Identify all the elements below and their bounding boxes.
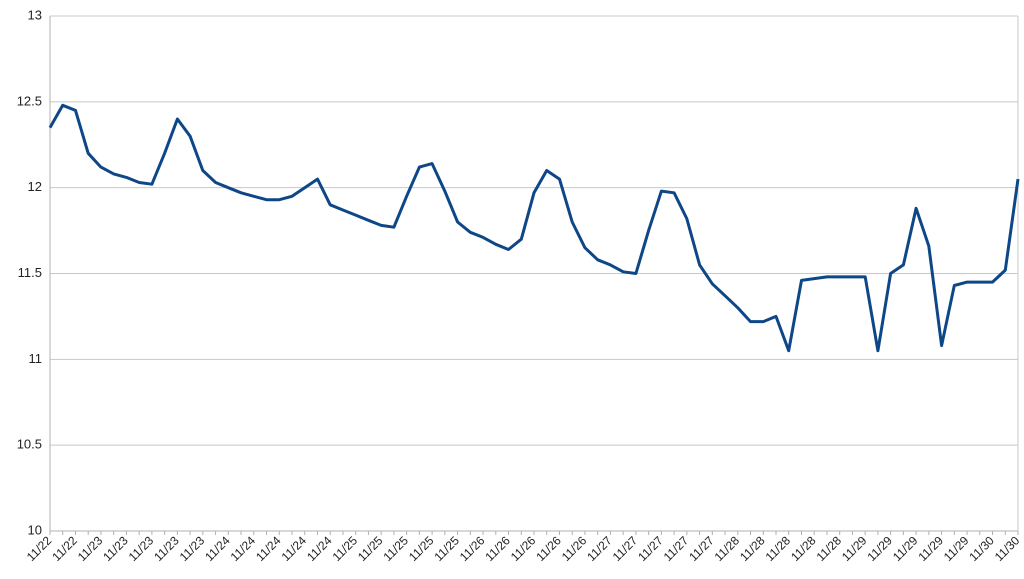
x-tick-label: 11/27 [661, 533, 692, 564]
x-tick-label: 11/26 [457, 533, 488, 564]
x-tick-label: 11/24 [253, 533, 284, 564]
x-tick-label: 11/28 [712, 533, 743, 564]
x-tick-label: 11/29 [890, 533, 921, 564]
x-tick-label: 11/27 [635, 533, 666, 564]
x-tick-label: 11/24 [202, 533, 233, 564]
x-tick-label: 11/26 [482, 533, 513, 564]
x-tick-label: 11/25 [330, 533, 361, 564]
x-tick-label: 11/26 [508, 533, 539, 564]
x-tick-label: 11/26 [533, 533, 564, 564]
x-tick-label: 11/24 [279, 533, 310, 564]
x-tick-label: 11/26 [559, 533, 590, 564]
x-tick-label: 11/28 [763, 533, 794, 564]
x-tick-label: 11/29 [941, 533, 972, 564]
x-tick-label: 11/25 [355, 533, 386, 564]
x-tick-label: 11/30 [992, 533, 1023, 564]
y-tick-label: 11 [29, 351, 43, 366]
x-tick-label: 11/30 [966, 533, 997, 564]
y-tick-label: 12 [28, 179, 42, 194]
x-tick-label: 11/28 [788, 533, 819, 564]
y-tick-label: 10.5 [17, 437, 42, 452]
y-tick-label: 13 [28, 7, 42, 22]
x-tick-label: 11/24 [228, 533, 259, 564]
x-tick-label: 11/23 [126, 533, 157, 564]
data-line [48, 103, 1020, 353]
x-tick-label: 11/28 [814, 533, 845, 564]
x-tick-label: 11/28 [737, 533, 768, 564]
x-tick-label: 11/29 [915, 533, 946, 564]
x-tick-label: 11/23 [75, 533, 106, 564]
x-tick-label: 11/22 [24, 533, 55, 564]
x-tick-label: 11/22 [49, 533, 80, 564]
x-tick-label: 11/29 [864, 533, 895, 564]
x-tick-label: 11/25 [380, 533, 411, 564]
x-tick-label: 11/23 [177, 533, 208, 564]
y-tick-label: 10 [28, 522, 42, 537]
x-tick-label: 11/24 [304, 533, 335, 564]
y-tick-label: 12.5 [17, 93, 42, 108]
y-tick-label: 11.5 [18, 265, 42, 280]
x-tick-label: 11/27 [686, 533, 717, 564]
x-tick-label: 11/27 [584, 533, 615, 564]
x-tick-label: 11/27 [610, 533, 641, 564]
x-tick-label: 11/25 [431, 533, 462, 564]
x-tick-label: 11/29 [839, 533, 870, 564]
x-tick-label: 11/23 [100, 533, 131, 564]
x-tick-label: 11/23 [151, 533, 182, 564]
x-tick-label: 11/25 [406, 533, 437, 564]
